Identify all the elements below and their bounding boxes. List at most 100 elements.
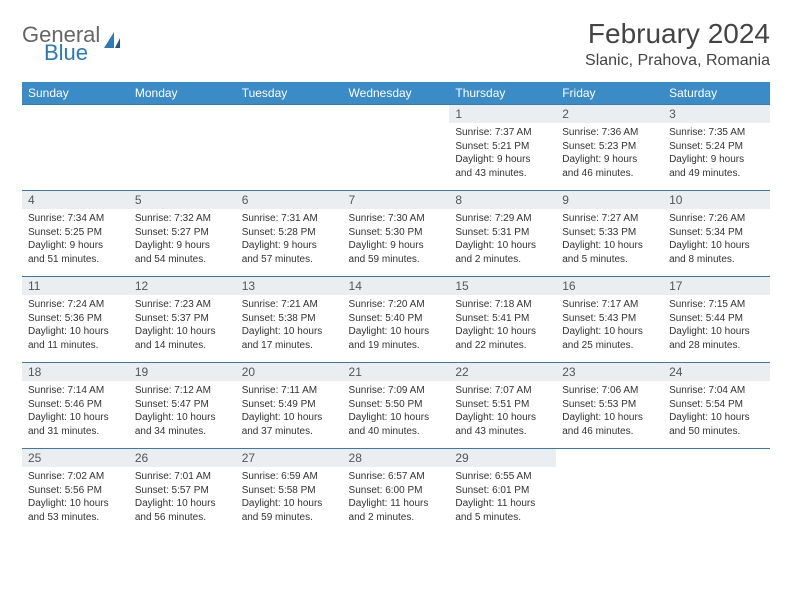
calendar-day-cell: 27Sunrise: 6:59 AMSunset: 5:58 PMDayligh…	[236, 449, 343, 535]
sunrise-text: Sunrise: 7:23 AM	[135, 298, 230, 312]
day-details: Sunrise: 6:55 AMSunset: 6:01 PMDaylight:…	[449, 467, 556, 527]
daylight-text-1: Daylight: 10 hours	[242, 411, 337, 425]
weekday-header: Thursday	[449, 82, 556, 105]
day-number: 3	[663, 105, 770, 123]
calendar-day-cell: 8Sunrise: 7:29 AMSunset: 5:31 PMDaylight…	[449, 191, 556, 277]
daylight-text-2: and 46 minutes.	[562, 167, 657, 181]
daylight-text-1: Daylight: 10 hours	[349, 411, 444, 425]
daylight-text-1: Daylight: 9 hours	[135, 239, 230, 253]
calendar-day-cell: 19 Sunrise: 7:12 AMSunset: 5:47 PMDayligh…	[129, 363, 236, 449]
calendar-day-cell: 26Sunrise: 7:01 AMSunset: 5:57 PMDayligh…	[129, 449, 236, 535]
day-details: Sunrise: 7:02 AMSunset: 5:56 PMDaylight:…	[22, 467, 129, 527]
sunrise-text: Sunrise: 6:55 AM	[455, 470, 550, 484]
sunset-text: Sunset: 5:33 PM	[562, 226, 657, 240]
daylight-text-1: Daylight: 10 hours	[669, 325, 764, 339]
day-details: Sunrise: 6:57 AMSunset: 6:00 PMDaylight:…	[343, 467, 450, 527]
calendar-day-cell: 1Sunrise: 7:37 AMSunset: 5:21 PMDaylight…	[449, 105, 556, 191]
day-number: 19	[129, 363, 236, 381]
calendar-day-cell: ..	[556, 449, 663, 535]
sunrise-text: Sunrise: 7:06 AM	[562, 384, 657, 398]
calendar-day-cell: 18Sunrise: 7:14 AMSunset: 5:46 PMDayligh…	[22, 363, 129, 449]
weekday-header: Wednesday	[343, 82, 450, 105]
daylight-text-1: Daylight: 10 hours	[242, 325, 337, 339]
daylight-text-2: and 22 minutes.	[455, 339, 550, 353]
sunrise-text: Sunrise: 7:17 AM	[562, 298, 657, 312]
sunset-text: Sunset: 5:36 PM	[28, 312, 123, 326]
daylight-text-2: and 50 minutes.	[669, 425, 764, 439]
sunset-text: Sunset: 5:47 PM	[135, 398, 230, 412]
daylight-text-1: Daylight: 9 hours	[669, 153, 764, 167]
sunset-text: Sunset: 5:53 PM	[562, 398, 657, 412]
daylight-text-1: Daylight: 11 hours	[455, 497, 550, 511]
sunset-text: Sunset: 5:51 PM	[455, 398, 550, 412]
day-number: 7	[343, 191, 450, 209]
sunset-text: Sunset: 5:41 PM	[455, 312, 550, 326]
daylight-text-1: Daylight: 10 hours	[669, 239, 764, 253]
calendar-day-cell: 24Sunrise: 7:04 AMSunset: 5:54 PMDayligh…	[663, 363, 770, 449]
day-details: Sunrise: 7:29 AMSunset: 5:31 PMDaylight:…	[449, 209, 556, 269]
day-number: 27	[236, 449, 343, 467]
daylight-text-1: Daylight: 10 hours	[28, 497, 123, 511]
day-number: 13	[236, 277, 343, 295]
sunset-text: Sunset: 5:27 PM	[135, 226, 230, 240]
sunset-text: Sunset: 5:25 PM	[28, 226, 123, 240]
day-number: 9	[556, 191, 663, 209]
daylight-text-2: and 25 minutes.	[562, 339, 657, 353]
sunrise-text: Sunrise: 7:11 AM	[242, 384, 337, 398]
sunrise-text: Sunrise: 7:31 AM	[242, 212, 337, 226]
sail-icon	[102, 30, 124, 58]
sunrise-text: Sunrise: 7:15 AM	[669, 298, 764, 312]
calendar-day-cell: 5Sunrise: 7:32 AMSunset: 5:27 PMDaylight…	[129, 191, 236, 277]
sunset-text: Sunset: 5:50 PM	[349, 398, 444, 412]
daylight-text-1: Daylight: 9 hours	[28, 239, 123, 253]
calendar-week-row: 18Sunrise: 7:14 AMSunset: 5:46 PMDayligh…	[22, 363, 770, 449]
daylight-text-2: and 40 minutes.	[349, 425, 444, 439]
month-title: February 2024	[585, 18, 770, 50]
calendar-day-cell: 3Sunrise: 7:35 AMSunset: 5:24 PMDaylight…	[663, 105, 770, 191]
day-number: 8	[449, 191, 556, 209]
calendar-day-cell: 15Sunrise: 7:18 AMSunset: 5:41 PMDayligh…	[449, 277, 556, 363]
day-details: Sunrise: 7:24 AMSunset: 5:36 PMDaylight:…	[22, 295, 129, 355]
daylight-text-2: and 56 minutes.	[135, 511, 230, 525]
daylight-text-2: and 14 minutes.	[135, 339, 230, 353]
calendar-day-cell: ..	[129, 105, 236, 191]
calendar-day-cell: 7Sunrise: 7:30 AMSunset: 5:30 PMDaylight…	[343, 191, 450, 277]
sunset-text: Sunset: 5:28 PM	[242, 226, 337, 240]
daylight-text-1: Daylight: 10 hours	[135, 411, 230, 425]
day-number: 5	[129, 191, 236, 209]
calendar-day-cell: 2Sunrise: 7:36 AMSunset: 5:23 PMDaylight…	[556, 105, 663, 191]
day-number: 12	[129, 277, 236, 295]
daylight-text-1: Daylight: 10 hours	[135, 497, 230, 511]
weekday-header: Saturday	[663, 82, 770, 105]
daylight-text-1: Daylight: 10 hours	[28, 325, 123, 339]
sunrise-text: Sunrise: 7:30 AM	[349, 212, 444, 226]
daylight-text-2: and 17 minutes.	[242, 339, 337, 353]
sunrise-text: Sunrise: 7:12 AM	[135, 384, 230, 398]
day-details: Sunrise: 7:30 AMSunset: 5:30 PMDaylight:…	[343, 209, 450, 269]
sunset-text: Sunset: 5:56 PM	[28, 484, 123, 498]
sunrise-text: Sunrise: 7:21 AM	[242, 298, 337, 312]
day-details: Sunrise: 7:04 AMSunset: 5:54 PMDaylight:…	[663, 381, 770, 441]
day-details: Sunrise: 7:32 AMSunset: 5:27 PMDaylight:…	[129, 209, 236, 269]
daylight-text-1: Daylight: 10 hours	[562, 411, 657, 425]
calendar-body: ........1Sunrise: 7:37 AMSunset: 5:21 PM…	[22, 105, 770, 535]
sunrise-text: Sunrise: 7:09 AM	[349, 384, 444, 398]
day-details: Sunrise: 7:01 AMSunset: 5:57 PMDaylight:…	[129, 467, 236, 527]
daylight-text-1: Daylight: 10 hours	[562, 239, 657, 253]
daylight-text-2: and 37 minutes.	[242, 425, 337, 439]
sunset-text: Sunset: 5:58 PM	[242, 484, 337, 498]
day-details: Sunrise: 7:07 AMSunset: 5:51 PMDaylight:…	[449, 381, 556, 441]
sunset-text: Sunset: 6:00 PM	[349, 484, 444, 498]
location-text: Slanic, Prahova, Romania	[585, 52, 770, 70]
day-number: 26	[129, 449, 236, 467]
calendar-day-cell: 25Sunrise: 7:02 AMSunset: 5:56 PMDayligh…	[22, 449, 129, 535]
daylight-text-2: and 57 minutes.	[242, 253, 337, 267]
day-number: 21	[343, 363, 450, 381]
sunset-text: Sunset: 5:24 PM	[669, 140, 764, 154]
calendar-week-row: 25Sunrise: 7:02 AMSunset: 5:56 PMDayligh…	[22, 449, 770, 535]
calendar-day-cell: 10Sunrise: 7:26 AMSunset: 5:34 PMDayligh…	[663, 191, 770, 277]
sunrise-text: Sunrise: 7:32 AM	[135, 212, 230, 226]
day-number: 15	[449, 277, 556, 295]
daylight-text-2: and 54 minutes.	[135, 253, 230, 267]
daylight-text-1: Daylight: 10 hours	[28, 411, 123, 425]
